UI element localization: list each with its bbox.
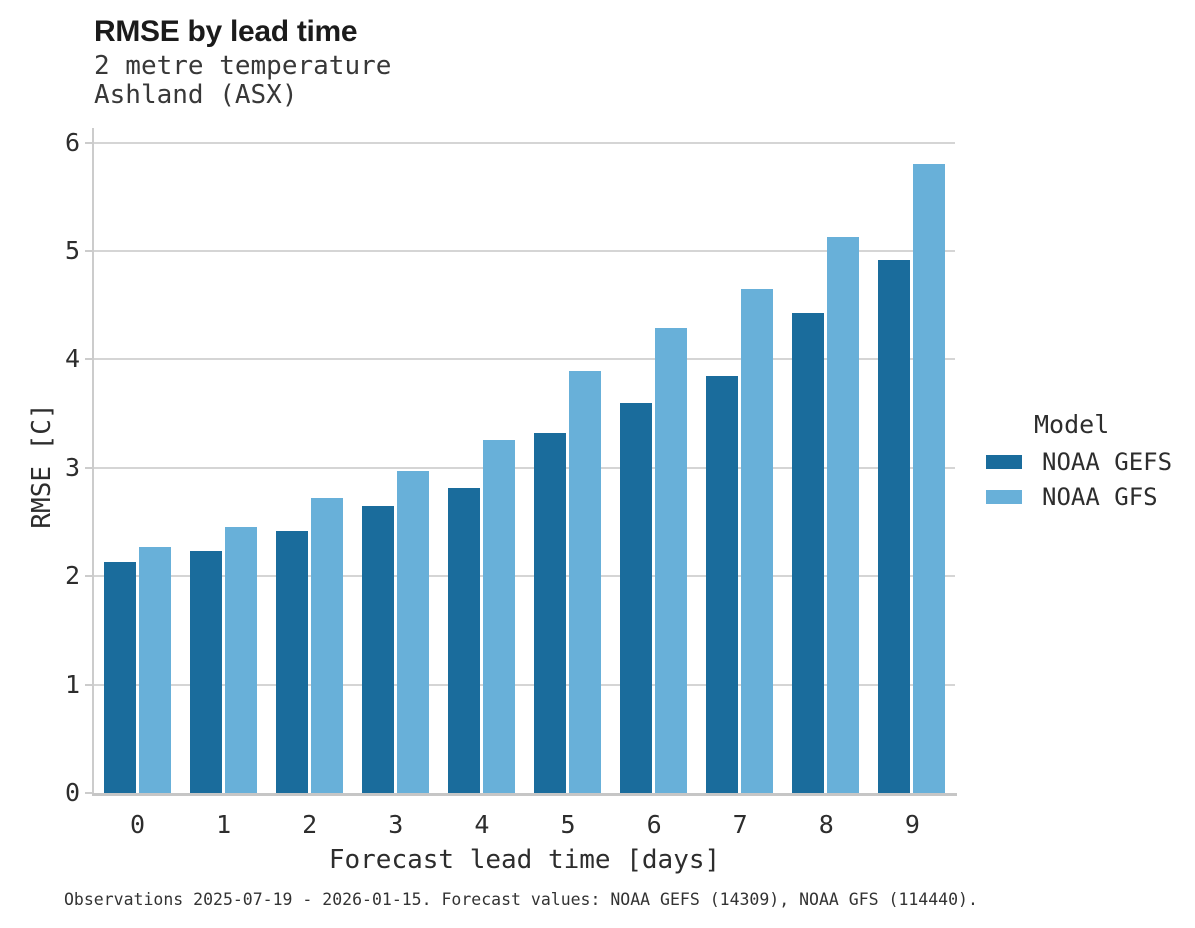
y-tick-label-5: 5 [64,236,80,265]
gridline-y-5 [94,250,955,252]
gridline-y-3 [94,466,955,469]
x-axis-label: Forecast lead time [days] [328,845,721,875]
legend-swatch-noaa-gfs [986,489,1022,504]
y-tick-label-6: 6 [64,127,80,157]
y-tick-label-3: 3 [64,452,80,482]
bar-noaa-gfs-lead-4 [482,439,515,793]
y-tick-mark-1 [85,683,94,686]
bar-noaa-gefs-lead-9 [878,259,911,793]
y-tick-label-4: 4 [64,344,80,374]
y-tick-mark-0 [85,792,94,794]
bar-noaa-gfs-lead-0 [138,546,171,793]
x-tick-label-7: 7 [732,810,748,839]
bar-noaa-gfs-lead-5 [569,371,602,793]
y-tick-label-0: 0 [64,778,80,807]
bar-noaa-gefs-lead-1 [189,551,222,793]
bar-noaa-gfs-lead-9 [913,164,946,793]
y-tick-mark-3 [85,466,94,469]
legend-item-noaa-gefs: NOAA GEFS [986,447,1191,476]
bar-noaa-gfs-lead-1 [224,527,257,793]
gridline-y-1 [94,683,955,686]
bar-noaa-gfs-lead-6 [655,327,688,793]
bar-noaa-gfs-lead-7 [741,288,774,793]
bar-noaa-gefs-lead-6 [620,402,653,793]
bar-noaa-gefs-lead-4 [447,488,480,793]
chart-title: RMSE by lead time [94,15,358,48]
y-tick-mark-2 [85,575,94,578]
legend: Model NOAA GEFS NOAA GFS [986,410,1191,511]
x-tick-label-1: 1 [216,810,232,839]
x-tick-label-9: 9 [904,810,920,839]
footer-note: Observations 2025-07-19 - 2026-01-15. Fo… [64,890,978,909]
y-axis-spine [92,128,94,793]
legend-swatch-noaa-gefs [986,454,1022,469]
gridline-y-4 [94,358,955,361]
y-tick-mark-5 [85,250,94,252]
y-tick-mark-4 [85,358,94,361]
gridline-y-2 [94,575,955,578]
x-tick-label-0: 0 [129,810,146,839]
bar-noaa-gefs-lead-3 [361,505,394,793]
chart-subtitle-station: Ashland (ASX) [94,80,298,110]
bar-noaa-gfs-lead-2 [310,498,343,793]
bar-noaa-gefs-lead-2 [275,530,308,793]
gridline-y-6 [94,141,955,144]
chart-subtitle-variable: 2 metre temperature [94,51,392,81]
y-tick-label-2: 2 [64,561,80,591]
bar-noaa-gfs-lead-8 [827,236,860,793]
bar-noaa-gefs-lead-7 [706,375,739,793]
bar-noaa-gefs-lead-0 [103,562,136,793]
y-tick-label-1: 1 [64,669,80,699]
x-tick-label-8: 8 [818,810,834,839]
legend-item-noaa-gfs: NOAA GFS [986,482,1191,511]
legend-title: Model [1034,410,1110,439]
legend-label-noaa-gefs: NOAA GEFS [1042,447,1173,476]
y-tick-mark-6 [85,141,94,144]
x-tick-label-5: 5 [560,810,576,839]
bar-noaa-gefs-lead-5 [534,433,567,793]
x-axis-spine [92,793,957,796]
x-tick-label-2: 2 [302,810,318,839]
bar-noaa-gefs-lead-8 [792,312,825,793]
x-tick-label-6: 6 [646,810,662,839]
x-tick-label-3: 3 [388,810,404,839]
x-tick-label-4: 4 [474,810,490,839]
legend-label-noaa-gfs: NOAA GFS [1042,482,1158,511]
bar-noaa-gfs-lead-3 [396,471,429,793]
